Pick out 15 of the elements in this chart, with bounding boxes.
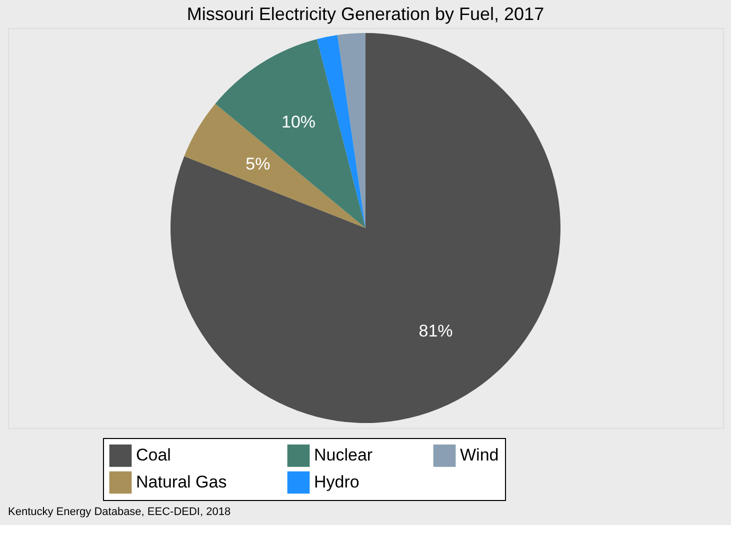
legend-label: Natural Gas [136,472,227,492]
legend-label: Coal [136,446,171,465]
pie-slice [170,33,560,423]
pie-slice [337,33,366,228]
data-label: 81% [418,321,453,340]
pie-slice [184,104,366,228]
data-label: 5% [246,154,270,174]
legend-label: Hydro [314,472,360,492]
text: Kentucky Energy Database, EEC-DEDI, 2018 [8,506,231,518]
pie-slice [215,39,366,228]
data-label: 10% [282,112,316,132]
chart-title: Missouri Electricity Generation by Fuel, 2017 [186,4,544,24]
pie-slice [317,35,366,228]
legend-label: Nuclear [314,446,373,465]
legend-label: Wind [460,446,499,465]
